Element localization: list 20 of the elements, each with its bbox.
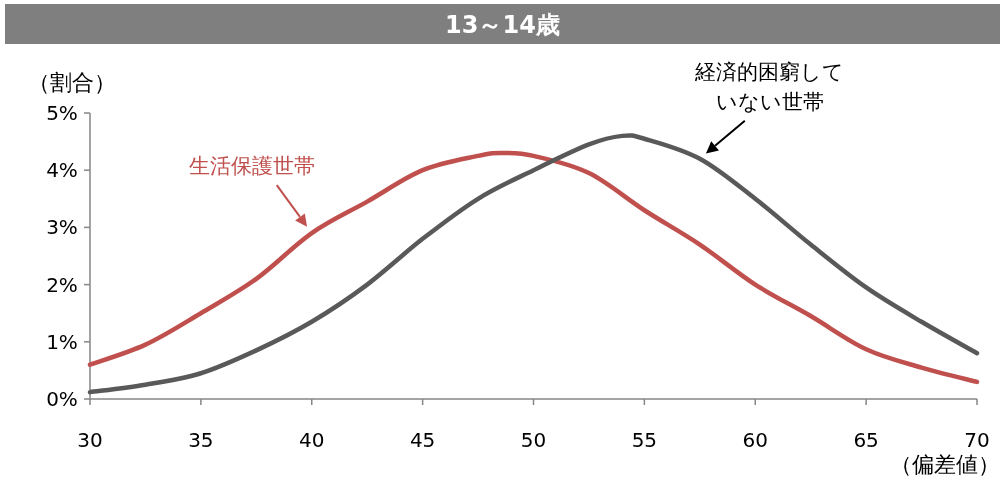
x-tick-label: 70 (964, 428, 990, 452)
y-tick-label: 3% (46, 215, 78, 240)
y-axis-title: （割合） (28, 70, 116, 95)
x-tick-label: 65 (853, 428, 879, 452)
y-tick-label: 5% (46, 101, 78, 125)
y-tick-label: 1% (46, 329, 78, 354)
x-axis-title: （偏差値） (890, 452, 1000, 477)
y-tick-label: 2% (46, 272, 78, 297)
x-tick-label: 40 (299, 428, 325, 452)
series-label: 経済的困窮していない世帯 (694, 59, 845, 114)
x-tick-label: 50 (520, 428, 547, 452)
x-tick-label: 45 (409, 428, 436, 452)
x-tick-label: 55 (631, 428, 658, 452)
chart-title: 13～14歳 (445, 11, 560, 39)
x-tick-label: 60 (742, 428, 768, 452)
x-tick-label: 35 (188, 428, 214, 452)
x-tick-label: 30 (77, 428, 103, 452)
y-tick-label: 4% (46, 158, 78, 183)
text: 生活保護世帯 (188, 154, 315, 179)
y-tick-label: 0% (46, 387, 78, 411)
